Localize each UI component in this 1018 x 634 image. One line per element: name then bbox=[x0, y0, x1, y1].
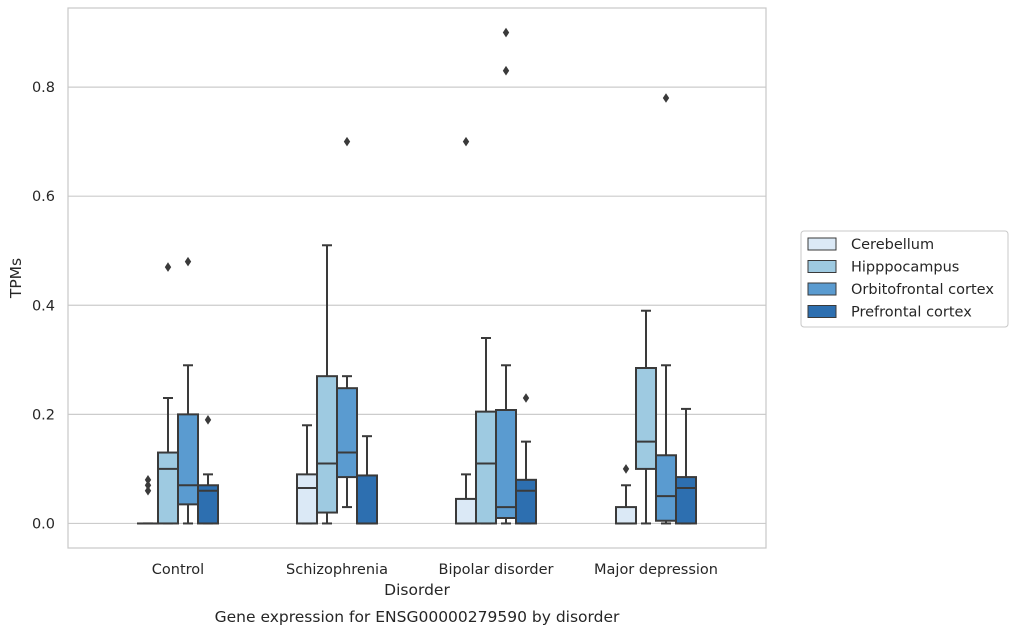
y-tick-label: 0.0 bbox=[32, 516, 55, 532]
y-tick-label: 0.6 bbox=[32, 189, 55, 205]
box bbox=[455, 497, 477, 525]
outlier-point bbox=[204, 415, 212, 425]
legend-label: Cerebellum bbox=[851, 237, 934, 253]
box bbox=[316, 375, 338, 514]
plot-frame bbox=[67, 7, 767, 549]
outlier-point bbox=[522, 393, 530, 403]
outlier-point bbox=[144, 480, 152, 491]
box bbox=[157, 451, 179, 525]
legend-swatch bbox=[807, 260, 837, 273]
legend-label: Orbitofrontal cortex bbox=[851, 282, 994, 298]
chart-caption: Gene expression for ENSG00000279590 by d… bbox=[215, 608, 620, 626]
outlier-point bbox=[164, 262, 172, 272]
outlier-point bbox=[662, 93, 670, 103]
box bbox=[655, 454, 677, 522]
box bbox=[296, 473, 318, 525]
outlier-point bbox=[184, 256, 192, 267]
box bbox=[336, 387, 358, 479]
series-orbitofrontal-cortex bbox=[177, 27, 677, 525]
x-tick-label: Schizophrenia bbox=[286, 562, 388, 578]
box bbox=[675, 476, 697, 525]
x-tick-label: Major depression bbox=[594, 562, 718, 578]
series-cerebellum bbox=[137, 136, 637, 525]
legend-swatch bbox=[807, 305, 837, 318]
outlier-point bbox=[502, 27, 510, 38]
outlier-point bbox=[502, 65, 510, 76]
box bbox=[495, 409, 517, 519]
x-axis-title: Disorder bbox=[384, 581, 450, 599]
box bbox=[635, 367, 657, 470]
x-tick-labels: Control Schizophrenia Bipolar disorder Majo… bbox=[152, 562, 718, 578]
legend-swatch bbox=[807, 237, 837, 251]
box bbox=[356, 474, 378, 525]
outlier-point bbox=[144, 475, 152, 485]
legend-frame bbox=[800, 230, 1009, 328]
box bbox=[615, 506, 637, 525]
y-axis-title: TPMs bbox=[7, 258, 25, 299]
x-tick-label: Bipolar disorder bbox=[439, 562, 554, 578]
box bbox=[177, 413, 199, 506]
outlier-point bbox=[622, 464, 630, 474]
outlier-point bbox=[144, 485, 152, 496]
legend-swatch bbox=[807, 282, 837, 296]
legend-label: Prefrontal cortex bbox=[851, 305, 972, 321]
box bbox=[197, 484, 219, 525]
x-tick-label: Control bbox=[152, 562, 204, 578]
box bbox=[475, 410, 497, 525]
legend-label: Hipppocampus bbox=[851, 260, 959, 276]
y-tick-label: 0.4 bbox=[32, 298, 55, 314]
outlier-point bbox=[343, 136, 351, 147]
legend: Cerebellum Hipppocampus Orbitofrontal cort… bbox=[800, 230, 1009, 328]
box bbox=[515, 478, 537, 525]
y-tick-label: 0.2 bbox=[32, 407, 55, 423]
y-tick-labels: 0.0 0.2 0.4 0.6 0.8 bbox=[32, 80, 55, 532]
y-tick-label: 0.8 bbox=[32, 80, 55, 96]
box-series bbox=[137, 27, 697, 525]
series-prefrontal-cortex bbox=[197, 393, 697, 525]
outlier-point bbox=[462, 136, 470, 147]
series-hipppocampus bbox=[157, 244, 657, 525]
